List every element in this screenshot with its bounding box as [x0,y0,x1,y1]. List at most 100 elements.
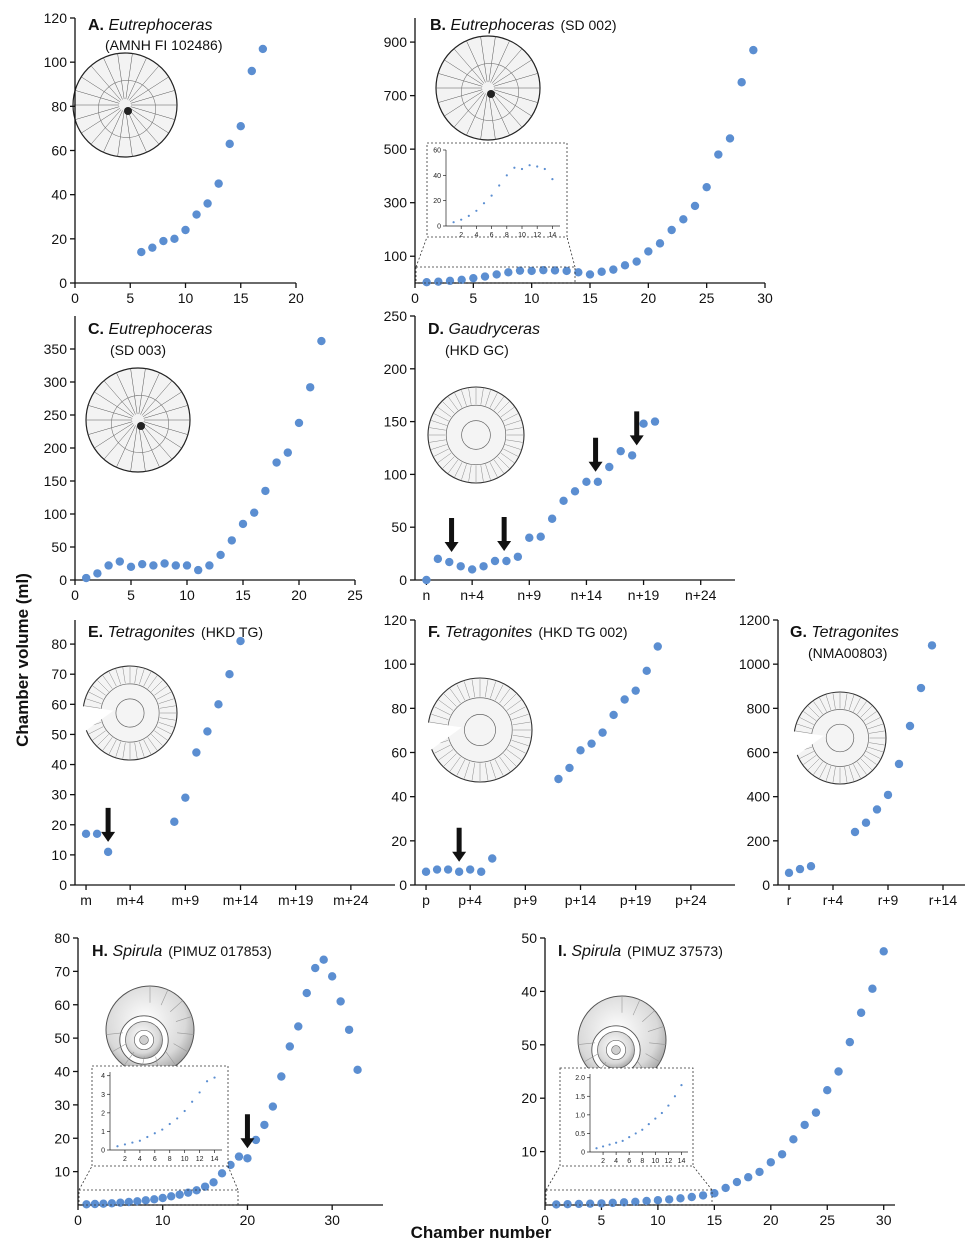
data-point [166,1192,176,1201]
specimen-id: (SD 003) [110,342,166,358]
data-point [251,1135,261,1145]
data-point [434,277,443,286]
y-tick-label: 0 [762,877,770,893]
panel-letter: C. [88,321,108,338]
y-tick-label: 250 [384,308,408,324]
data-point [205,561,214,570]
panel-c: C. Eutrephoceras(SD 003)0501001502002503… [44,316,363,603]
data-point [141,1196,150,1205]
x-tick-label: 10 [155,1212,171,1228]
inset-x-tick-label: 8 [505,232,509,239]
x-tick-label: m+9 [172,892,200,908]
data-point [209,1178,218,1187]
data-point [690,201,700,211]
data-point [679,215,688,224]
x-tick-label: 30 [876,1212,892,1228]
data-point [445,557,454,567]
data-point [823,1085,832,1095]
y-tick-label: 1000 [739,656,770,672]
inset-x-tick-label: 10 [651,1158,659,1165]
data-point [456,562,465,571]
inset-data-point [641,1128,644,1131]
data-point [552,1200,561,1209]
x-axis-title: Chamber number [411,1223,552,1242]
y-tick-label: 20 [521,1090,537,1106]
zoom-region-box [545,1189,713,1206]
x-tick-label: 30 [757,290,773,306]
y-tick-label: 300 [44,374,68,390]
y-tick-label: 50 [521,930,537,946]
y-tick-label: 20 [51,231,67,247]
data-point [539,265,548,275]
down-arrow-icon [497,516,512,551]
data-point [477,867,486,876]
inset-x-tick-label: 14 [211,1156,219,1163]
data-point [562,266,571,276]
data-point [653,642,662,651]
inset-x-tick-label: 4 [138,1156,142,1163]
x-tick-label: n+14 [571,587,603,603]
data-point [655,239,665,248]
data-point [565,763,574,773]
genus-name: Tetragonites [445,624,532,641]
shell-illustration-b [435,35,541,141]
specimen-id: (SD 002) [561,17,617,33]
x-tick-label: 10 [178,290,194,306]
inset-data-point [176,1117,179,1120]
data-point [620,695,629,704]
y-tick-label: 100 [384,656,408,672]
data-point [653,1195,663,1205]
data-point [664,1195,674,1204]
data-point [90,1199,100,1209]
y-tick-label: 100 [384,248,408,264]
data-point [268,1102,278,1111]
x-tick-label: m [80,892,92,908]
data-point [850,827,860,837]
x-tick-label: r+9 [878,892,899,908]
inset-data-point [213,1076,216,1079]
y-tick-label: 10 [51,847,67,863]
x-tick-label: p+4 [458,892,482,908]
x-tick-label: 25 [819,1212,835,1228]
x-tick-label: 0 [541,1212,549,1228]
y-tick-label: 40 [54,1064,70,1080]
inset-y-tick-label: 2.0 [575,1075,585,1082]
data-point [467,565,477,574]
y-tick-label: 10 [521,1144,537,1160]
data-point [225,670,234,679]
panel-letter: G. [790,624,811,641]
inset-y-tick-label: 0 [101,1148,105,1155]
data-point [158,1193,167,1203]
data-point [81,829,91,839]
y-tick-label: 0 [399,572,407,588]
specimen-id: (HKD TG) [201,624,263,640]
data-point [183,1188,193,1197]
panel-letter: H. [92,943,112,960]
data-point [243,1154,252,1163]
data-point [702,182,711,192]
x-tick-label: 0 [71,587,79,603]
y-tick-label: 40 [391,789,407,805]
data-point [502,556,511,566]
y-tick-label: 80 [51,636,67,652]
specimen-id: (NMA00803) [808,645,887,661]
data-point [536,532,545,541]
y-tick-label: 250 [44,407,68,423]
x-tick-label: p+14 [565,892,597,908]
x-tick-label: 5 [469,290,477,306]
y-tick-label: 600 [747,745,771,761]
x-tick-label: 5 [598,1212,606,1228]
data-point [642,666,651,675]
data-point [639,419,648,428]
data-point [150,1195,159,1204]
data-point [260,1120,269,1130]
y-tick-label: 30 [54,1097,70,1113]
data-point [861,818,871,827]
x-tick-label: n+24 [685,587,717,603]
inset-data-point [615,1141,618,1144]
data-point [800,1120,809,1130]
panel-letter: B. [430,17,450,34]
inset-data-point [161,1128,164,1131]
specimen-id: (PIMUZ 37573) [627,943,723,959]
data-point [585,270,595,279]
